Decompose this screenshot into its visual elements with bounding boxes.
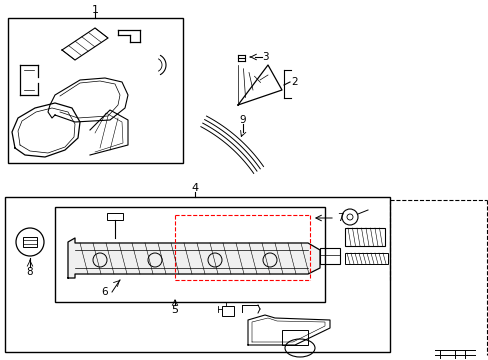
Text: 5: 5 [171,305,178,315]
Text: 7: 7 [336,213,343,223]
Text: 8: 8 [27,267,33,277]
Bar [5,197,389,352]
Polygon shape [68,238,319,278]
Bar [345,228,384,246]
Bar [107,213,123,220]
Bar [319,248,339,264]
Bar [23,237,37,247]
Bar [345,253,387,264]
Text: 3: 3 [261,52,268,62]
Bar [282,330,307,345]
Text: 9: 9 [239,115,246,125]
Text: 4: 4 [191,183,198,193]
Text: 2: 2 [291,77,298,87]
Bar [222,306,234,316]
Text: 6: 6 [102,287,108,297]
Text: 1: 1 [91,5,98,15]
Bar [55,207,325,302]
Bar [8,18,183,163]
